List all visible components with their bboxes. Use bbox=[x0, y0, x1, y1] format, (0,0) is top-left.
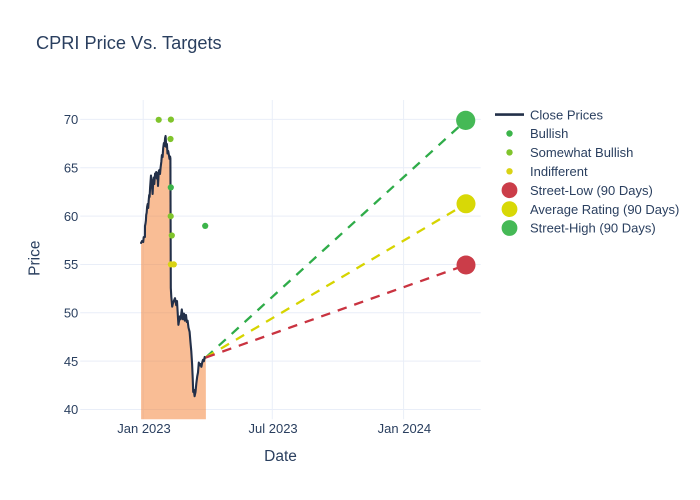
svg-text:60: 60 bbox=[64, 209, 78, 224]
svg-text:Jan 2024: Jan 2024 bbox=[378, 421, 432, 436]
svg-text:Street-Low (90 Days): Street-Low (90 Days) bbox=[530, 183, 653, 198]
svg-text:Average Rating (90 Days): Average Rating (90 Days) bbox=[530, 202, 679, 217]
svg-text:Close Prices: Close Prices bbox=[530, 107, 603, 122]
svg-text:Date: Date bbox=[264, 448, 297, 465]
svg-text:Bullish: Bullish bbox=[530, 126, 568, 141]
svg-text:45: 45 bbox=[64, 354, 78, 369]
svg-text:Street-High (90 Days): Street-High (90 Days) bbox=[530, 221, 656, 236]
svg-text:Jul 2023: Jul 2023 bbox=[249, 421, 298, 436]
svg-text:50: 50 bbox=[64, 306, 78, 321]
svg-text:Price: Price bbox=[27, 241, 44, 276]
svg-text:70: 70 bbox=[64, 112, 78, 127]
svg-text:Jan 2023: Jan 2023 bbox=[117, 421, 171, 436]
svg-text:55: 55 bbox=[64, 257, 78, 272]
svg-text:Indifferent: Indifferent bbox=[530, 164, 588, 179]
svg-text:Somewhat Bullish: Somewhat Bullish bbox=[530, 145, 633, 160]
svg-text:65: 65 bbox=[64, 160, 78, 175]
svg-text:40: 40 bbox=[64, 402, 78, 417]
svg-text:CPRI Price Vs. Targets: CPRI Price Vs. Targets bbox=[36, 33, 222, 53]
